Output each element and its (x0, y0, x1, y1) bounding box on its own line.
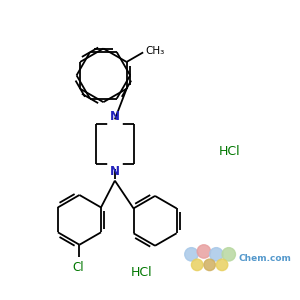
Text: Chem.com: Chem.com (238, 254, 291, 263)
Circle shape (191, 259, 203, 271)
Text: N: N (110, 110, 120, 123)
Text: HCl: HCl (219, 146, 241, 158)
Circle shape (210, 248, 223, 261)
Text: N: N (110, 165, 120, 178)
Text: Cl: Cl (73, 261, 84, 274)
Circle shape (204, 259, 215, 271)
Text: HCl: HCl (131, 266, 152, 279)
Circle shape (222, 248, 236, 261)
Circle shape (216, 259, 228, 271)
Circle shape (197, 245, 211, 258)
Text: CH₃: CH₃ (145, 46, 164, 56)
Circle shape (185, 248, 198, 261)
